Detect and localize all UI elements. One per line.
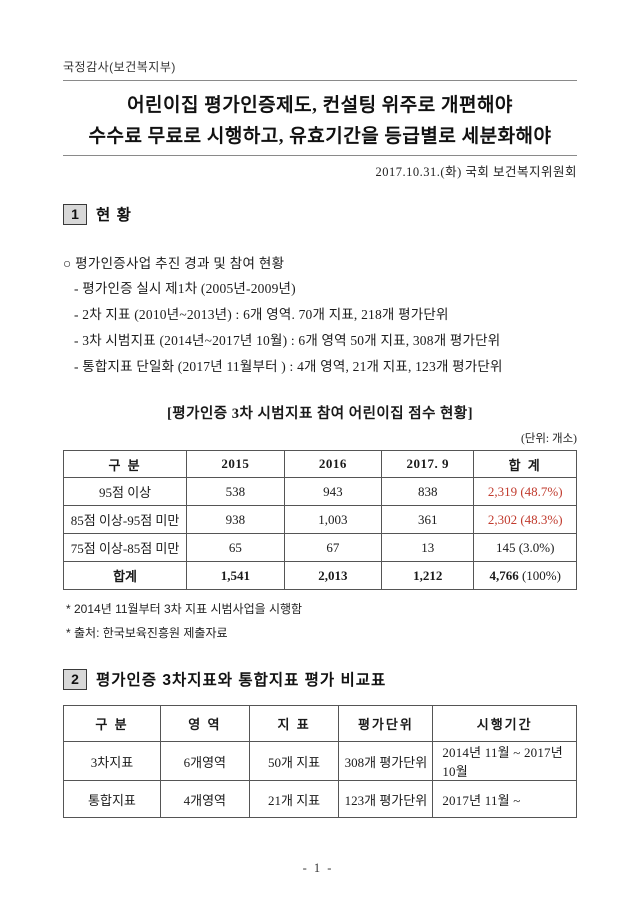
footnote-pilot: * 2014년 11월부터 3차 지표 시범사업을 시행함 bbox=[66, 602, 303, 616]
indicator-comparison-table: 구 분 영 역 지 표 평가단위 시행기간 3차지표 6개영역 50개 지표 3… bbox=[63, 705, 577, 818]
cell-2017-9: 13 bbox=[381, 533, 475, 562]
footnote-source: * 출처: 한국보육진흥원 제출자료 bbox=[66, 626, 228, 640]
cell-indicators: 50개 지표 bbox=[248, 741, 340, 781]
cell-2016: 943 bbox=[283, 477, 383, 506]
col-header-indicators: 지 표 bbox=[248, 705, 340, 742]
table-1-unit-label: (단위: 개소) bbox=[520, 433, 577, 445]
title-divider bbox=[63, 155, 577, 156]
col-header-domains: 영 역 bbox=[159, 705, 250, 742]
cell-label: 95점 이상 bbox=[62, 477, 188, 506]
cell-2017-9: 361 bbox=[381, 505, 475, 534]
document-title: 어린이집 평가인증제도, 컨설팅 위주로 개편해야 수수료 무료로 시행하고, … bbox=[63, 90, 577, 152]
cell-label: 합계 bbox=[62, 561, 188, 590]
list-item-integrated: - 통합지표 단일화 (2017년 11월부터 ) : 4개 영역, 21개 지… bbox=[74, 359, 503, 374]
cell-2017-9: 838 bbox=[381, 477, 475, 506]
col-header-2017-9: 2017. 9 bbox=[381, 450, 475, 478]
table-1-title: [평가인증 3차 시범지표 참여 어린이집 점수 현황] bbox=[166, 406, 474, 422]
col-header-category: 구 분 bbox=[62, 450, 188, 478]
col-header-2016: 2016 bbox=[283, 450, 383, 478]
col-header-period: 시행기간 bbox=[432, 705, 577, 742]
cell-total: 2,319 (48.7%) bbox=[473, 477, 577, 506]
table-row-95-plus: 95점 이상 538 943 838 2,319 (48.7%) bbox=[62, 477, 577, 506]
section-2-heading: 2 평가인증 3차지표와 통합지표 평가 비교표 bbox=[63, 668, 577, 690]
col-header-eval-units: 평가단위 bbox=[338, 705, 434, 742]
cell-label: 85점 이상-95점 미만 bbox=[62, 505, 188, 534]
list-item-phase-1: - 평가인증 실시 제1차 (2005년-2009년) bbox=[74, 281, 296, 296]
cell-2016: 2,013 bbox=[283, 561, 383, 590]
list-item-phase-3: - 3차 시범지표 (2014년~2017년 10월) : 6개 영역 50개 … bbox=[74, 333, 501, 348]
cell-2016: 67 bbox=[283, 533, 383, 562]
date-committee-line: 2017.10.31.(화) 국회 보건복지위원회 bbox=[375, 165, 577, 179]
table-row-85-95: 85점 이상-95점 미만 938 1,003 361 2,302 (48.3%… bbox=[62, 505, 577, 534]
total-percent: (100%) bbox=[521, 567, 561, 583]
table-row-integrated-indicator: 통합지표 4개영역 21개 지표 123개 평가단위 2017년 11월 ~ bbox=[63, 780, 577, 818]
section-2-title: 평가인증 3차지표와 통합지표 평가 비교표 bbox=[96, 672, 387, 689]
table-header-row: 구 분 2015 2016 2017. 9 합 계 bbox=[62, 450, 577, 478]
cell-eval-units: 123개 평가단위 bbox=[338, 780, 434, 818]
section-2-number-box: 2 bbox=[63, 668, 87, 690]
total-value: 4,766 bbox=[489, 567, 519, 583]
cell-2015: 1,541 bbox=[186, 561, 285, 590]
cell-eval-units: 308개 평가단위 bbox=[338, 741, 434, 781]
col-header-total: 합 계 bbox=[473, 450, 577, 478]
cell-category: 통합지표 bbox=[63, 780, 161, 818]
header-divider bbox=[63, 80, 577, 81]
cell-2015: 65 bbox=[186, 533, 285, 562]
cell-domains: 6개영역 bbox=[159, 741, 250, 781]
section-1-heading: 1 현 황 bbox=[63, 203, 577, 225]
cell-2017-9: 1,212 bbox=[381, 561, 475, 590]
col-header-2015: 2015 bbox=[186, 450, 285, 478]
cell-period: 2014년 11월 ~ 2017년 10월 bbox=[432, 741, 577, 781]
cell-label: 75점 이상-85점 미만 bbox=[62, 533, 188, 562]
cell-domains: 4개영역 bbox=[159, 780, 250, 818]
col-header-category: 구 분 bbox=[63, 705, 161, 742]
cell-period: 2017년 11월 ~ bbox=[432, 780, 577, 818]
table-row-total: 합계 1,541 2,013 1,212 4,766 (100%) bbox=[62, 561, 577, 590]
list-item-phase-2: - 2차 지표 (2010년~2013년) : 6개 영역. 70개 지표, 2… bbox=[74, 307, 449, 322]
section-1-title: 현 황 bbox=[96, 207, 132, 224]
title-line-2: 수수료 무료로 시행하고, 유효기간을 등급별로 세분화해야 bbox=[88, 126, 552, 147]
score-status-table: 구 분 2015 2016 2017. 9 합 계 95점 이상 538 943… bbox=[62, 450, 577, 590]
cell-2015: 938 bbox=[186, 505, 285, 534]
table-header-row: 구 분 영 역 지 표 평가단위 시행기간 bbox=[63, 705, 577, 742]
cell-indicators: 21개 지표 bbox=[248, 780, 340, 818]
cell-total: 2,302 (48.3%) bbox=[473, 505, 577, 534]
cell-total: 4,766 (100%) bbox=[473, 561, 577, 590]
cell-total: 145 (3.0%) bbox=[473, 533, 577, 562]
table-row-3rd-indicator: 3차지표 6개영역 50개 지표 308개 평가단위 2014년 11월 ~ 2… bbox=[63, 741, 577, 781]
overview-bullet: ○ 평가인증사업 추진 경과 및 참여 현황 bbox=[63, 256, 285, 271]
doc-classification-label: 국정감사(보건복지부) bbox=[63, 60, 176, 74]
cell-2016: 1,003 bbox=[283, 505, 383, 534]
title-line-1: 어린이집 평가인증제도, 컨설팅 위주로 개편해야 bbox=[127, 95, 513, 116]
cell-2015: 538 bbox=[186, 477, 285, 506]
page-number: - 1 - bbox=[302, 861, 334, 875]
section-1-number-box: 1 bbox=[63, 203, 87, 225]
cell-category: 3차지표 bbox=[63, 741, 161, 781]
table-row-75-85: 75점 이상-85점 미만 65 67 13 145 (3.0%) bbox=[62, 533, 577, 562]
